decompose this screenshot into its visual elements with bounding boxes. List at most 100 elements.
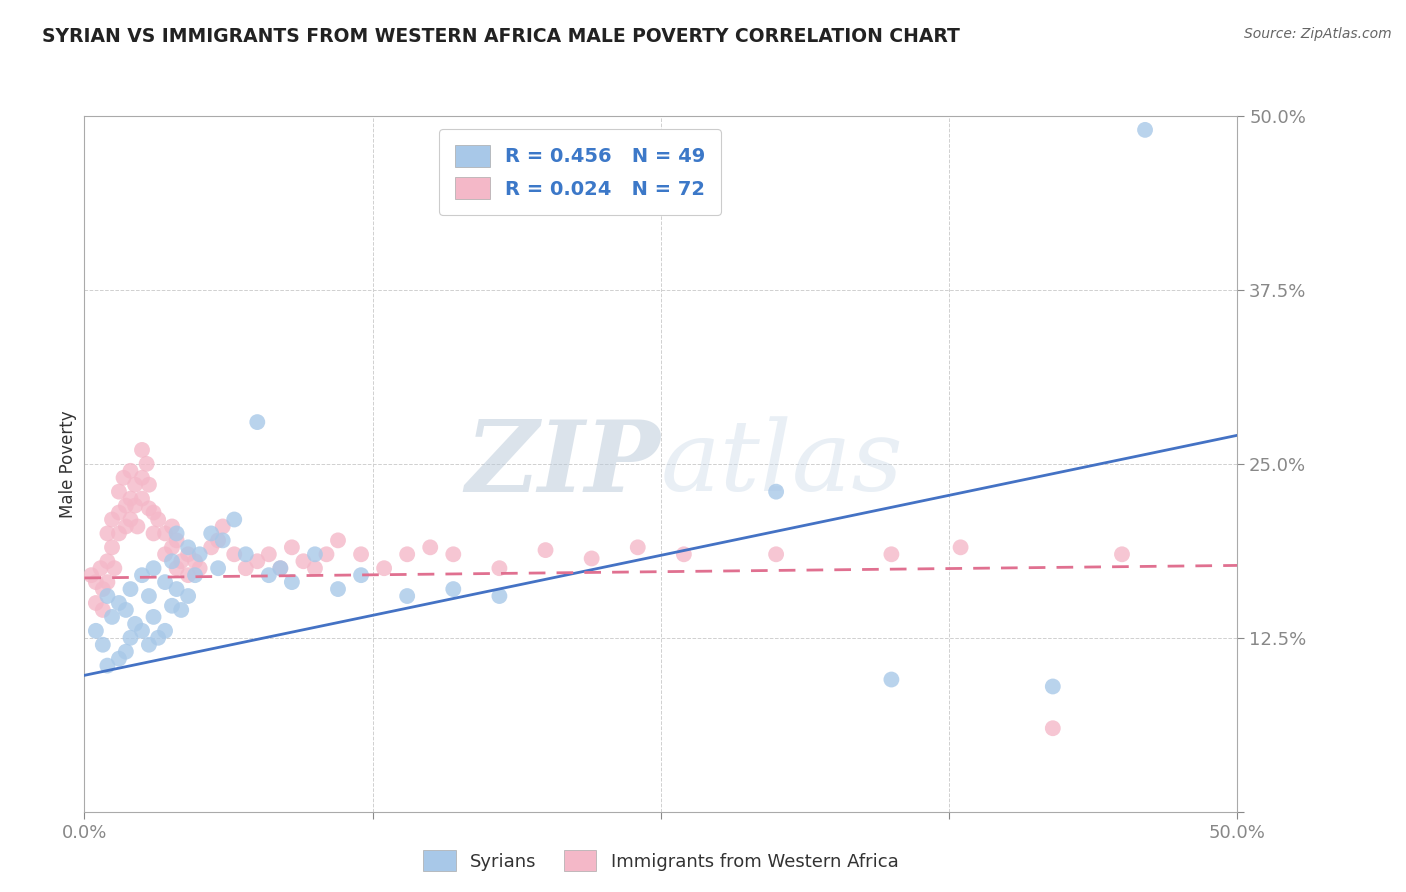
Point [207, 561, 229, 575]
Point [166, 561, 188, 575]
Point [246, 554, 269, 568]
Legend: R = 0.456   N = 49, R = 0.024   N = 72: R = 0.456 N = 49, R = 0.024 N = 72 [439, 129, 721, 215]
Point [211, 533, 233, 548]
Point [96, 658, 118, 673]
Point [177, 589, 200, 603]
Point [115, 499, 138, 513]
Point [350, 568, 373, 582]
Point [120, 631, 142, 645]
Point [257, 568, 280, 582]
Point [160, 599, 183, 613]
Point [269, 561, 291, 575]
Point [101, 610, 124, 624]
Point [184, 568, 207, 582]
Point [115, 645, 138, 659]
Point [765, 547, 787, 561]
Point [153, 526, 176, 541]
Point [765, 484, 787, 499]
Point [396, 547, 419, 561]
Point [115, 519, 138, 533]
Point [1133, 123, 1156, 137]
Point [160, 554, 183, 568]
Point [627, 541, 650, 555]
Point [101, 541, 124, 555]
Point [131, 568, 153, 582]
Point [153, 547, 176, 561]
Point [949, 541, 972, 555]
Point [224, 547, 246, 561]
Point [200, 541, 222, 555]
Point [160, 541, 183, 555]
Point [84, 596, 107, 610]
Point [184, 554, 207, 568]
Point [80, 568, 103, 582]
Point [108, 484, 131, 499]
Point [138, 638, 160, 652]
Point [419, 541, 441, 555]
Point [103, 561, 125, 575]
Point [304, 547, 326, 561]
Text: Source: ZipAtlas.com: Source: ZipAtlas.com [1244, 27, 1392, 41]
Point [142, 526, 165, 541]
Point [534, 543, 557, 558]
Point [166, 533, 188, 548]
Point [142, 610, 165, 624]
Point [89, 561, 111, 575]
Point [880, 673, 903, 687]
Point [315, 547, 337, 561]
Point [246, 415, 269, 429]
Point [96, 554, 118, 568]
Point [170, 603, 193, 617]
Point [166, 526, 188, 541]
Point [108, 526, 131, 541]
Point [880, 547, 903, 561]
Text: SYRIAN VS IMMIGRANTS FROM WESTERN AFRICA MALE POVERTY CORRELATION CHART: SYRIAN VS IMMIGRANTS FROM WESTERN AFRICA… [42, 27, 960, 45]
Point [488, 589, 510, 603]
Point [153, 624, 176, 638]
Point [188, 547, 211, 561]
Point [441, 582, 464, 596]
Point [211, 519, 233, 533]
Y-axis label: Male Poverty: Male Poverty [59, 410, 77, 517]
Text: atlas: atlas [661, 417, 904, 511]
Point [350, 547, 373, 561]
Point [138, 589, 160, 603]
Point [124, 477, 146, 491]
Point [138, 501, 160, 516]
Point [166, 582, 188, 596]
Point [84, 624, 107, 638]
Point [91, 603, 114, 617]
Point [112, 471, 135, 485]
Point [127, 519, 149, 533]
Point [108, 651, 131, 665]
Point [108, 506, 131, 520]
Point [138, 477, 160, 491]
Point [115, 603, 138, 617]
Text: ZIP: ZIP [465, 416, 661, 512]
Point [177, 547, 200, 561]
Point [292, 554, 315, 568]
Point [235, 561, 257, 575]
Point [326, 582, 349, 596]
Point [488, 561, 510, 575]
Legend: Syrians, Immigrants from Western Africa: Syrians, Immigrants from Western Africa [416, 843, 905, 879]
Point [396, 589, 419, 603]
Point [177, 568, 200, 582]
Point [120, 582, 142, 596]
Point [581, 551, 603, 566]
Point [96, 526, 118, 541]
Point [120, 464, 142, 478]
Point [281, 541, 304, 555]
Point [124, 616, 146, 631]
Point [96, 575, 118, 590]
Point [235, 547, 257, 561]
Point [269, 561, 291, 575]
Point [135, 457, 157, 471]
Point [131, 491, 153, 506]
Point [207, 533, 229, 548]
Point [146, 631, 169, 645]
Point [1042, 721, 1064, 735]
Point [304, 561, 326, 575]
Point [96, 589, 118, 603]
Point [131, 442, 153, 457]
